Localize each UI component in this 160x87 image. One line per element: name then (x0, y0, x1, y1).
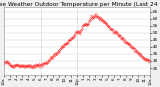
Title: Milwaukee Weather Outdoor Temperature per Minute (Last 24 Hours): Milwaukee Weather Outdoor Temperature pe… (0, 2, 160, 7)
